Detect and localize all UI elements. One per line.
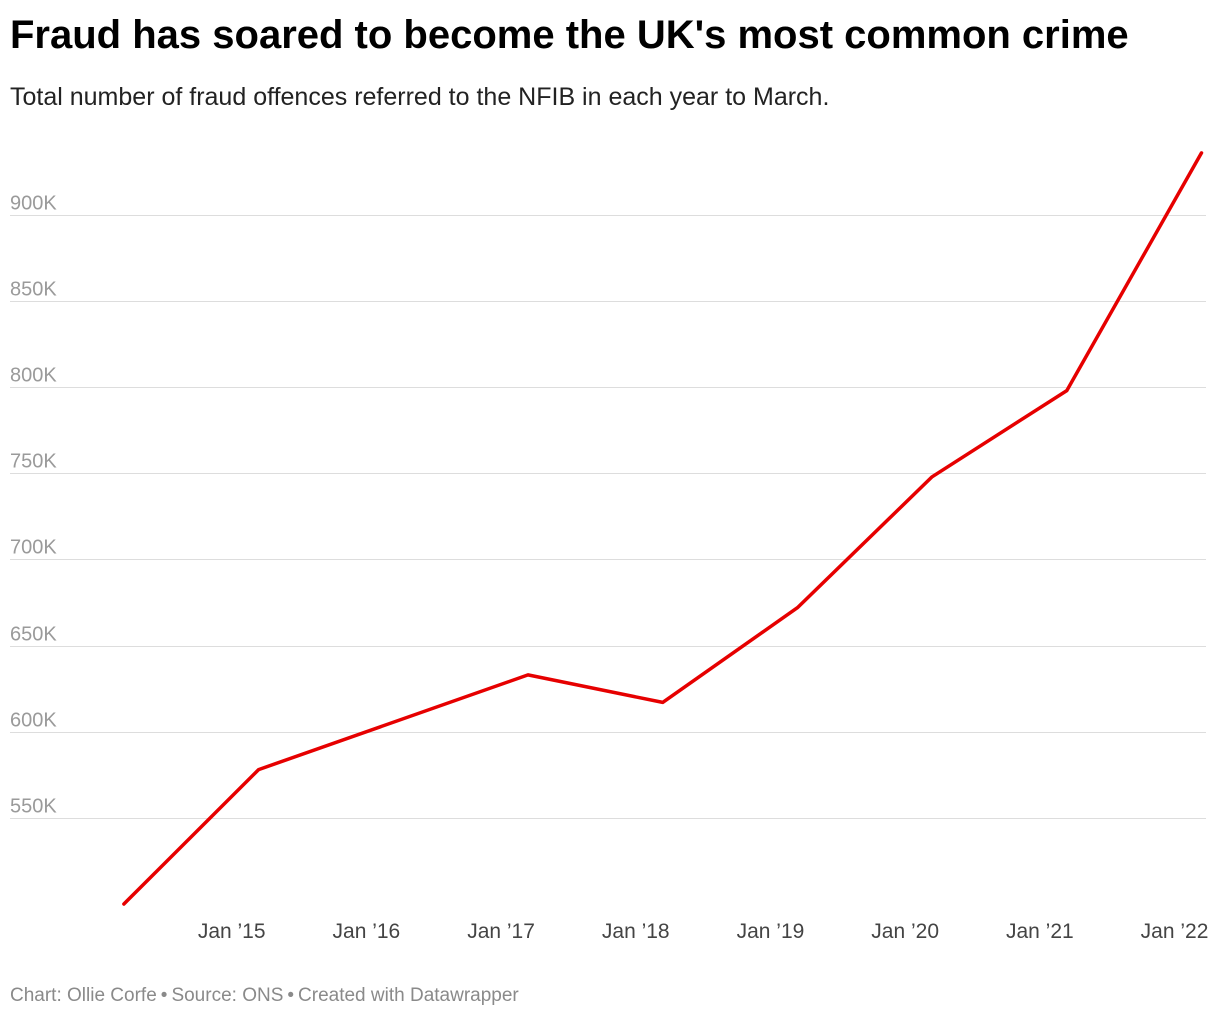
data-point: [1065, 389, 1069, 393]
series-line: [122, 151, 1204, 906]
y-tick-label: 700K: [10, 537, 57, 559]
y-tick-label: 750K: [10, 451, 57, 473]
y-axis-tick-labels: 550K 600K 650K 700K 750K 800K 850K 900K: [10, 193, 57, 818]
data-point: [122, 902, 126, 906]
x-tick-label: Jan ’16: [333, 920, 401, 943]
footer-separator: •: [160, 985, 168, 1006]
x-tick-label: Jan ’15: [198, 920, 266, 943]
chart-footer: Chart: Ollie Corfe • Source: ONS • Created w…: [10, 982, 519, 1010]
y-tick-label: 900K: [10, 193, 57, 215]
x-axis-tick-labels: Jan ’15 Jan ’16 Jan ’17 Jan ’18 Jan ’19 Jan ’…: [198, 920, 1209, 943]
y-tick-label: 550K: [10, 796, 57, 818]
y-tick-label: 850K: [10, 279, 57, 301]
y-tick-label: 600K: [10, 710, 57, 732]
x-tick-label: Jan ’17: [467, 920, 535, 943]
created-with-credit: Created with Datawrapper: [298, 985, 519, 1006]
x-tick-label: Jan ’20: [871, 920, 939, 943]
data-point: [526, 673, 530, 677]
chart-title: Fraud has soared to become the UK's most…: [10, 13, 1129, 57]
data-point: [257, 768, 261, 772]
x-tick-label: Jan ’18: [602, 920, 670, 943]
x-tick-label: Jan ’22: [1141, 920, 1209, 943]
line-chart: 550K 600K 650K 700K 750K 800K 850K 900K Jan ’15…: [10, 151, 1209, 943]
gridlines: [10, 215, 1206, 819]
data-point: [661, 700, 665, 704]
x-tick-label: Jan ’19: [737, 920, 805, 943]
x-tick-label: Jan ’21: [1006, 920, 1074, 943]
data-point: [795, 606, 799, 610]
y-tick-label: 800K: [10, 365, 57, 387]
chart-credit: Chart: Ollie Corfe: [10, 985, 157, 1006]
data-series: [122, 151, 1204, 906]
source-credit: Source: ONS: [171, 985, 284, 1006]
chart-subtitle: Total number of fraud offences referred …: [10, 83, 830, 111]
footer-separator: •: [287, 985, 295, 1006]
data-point: [1200, 151, 1204, 155]
y-tick-label: 650K: [10, 624, 57, 646]
data-point: [930, 475, 934, 479]
